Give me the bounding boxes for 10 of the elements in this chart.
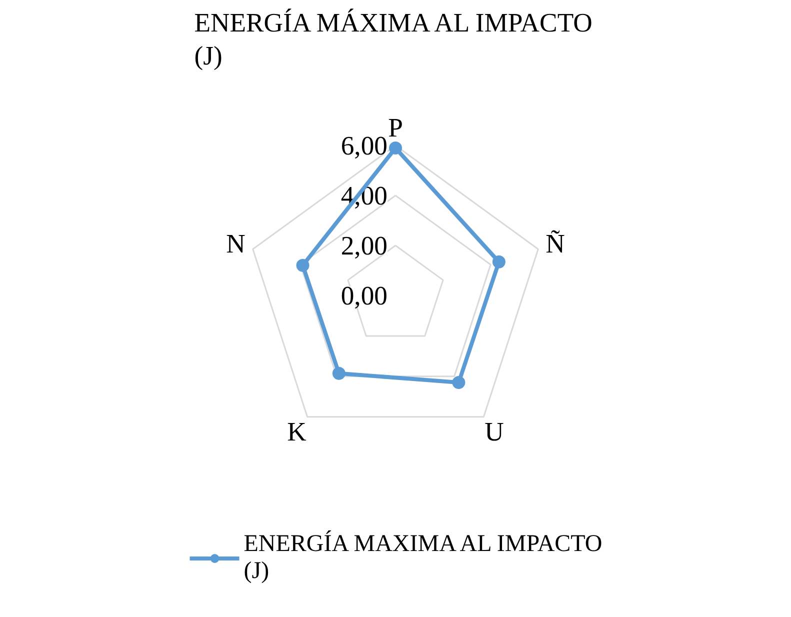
spoke-label: U: [484, 416, 504, 446]
chart-title: ENERGÍA MÁXIMA AL IMPACTO (J): [194, 8, 592, 70]
spoke-label: P: [388, 112, 403, 142]
legend-label: ENERGÍA MAXIMA AL IMPACTO (J): [244, 531, 602, 585]
spoke-label: N: [226, 228, 246, 259]
spoke-label: K: [287, 416, 306, 446]
y-tick-label: 6,00: [340, 130, 388, 160]
y-tick-label: 0,00: [340, 280, 388, 310]
y-tick-label: 2,00: [340, 230, 388, 260]
spoke-label: Ñ: [546, 228, 565, 259]
